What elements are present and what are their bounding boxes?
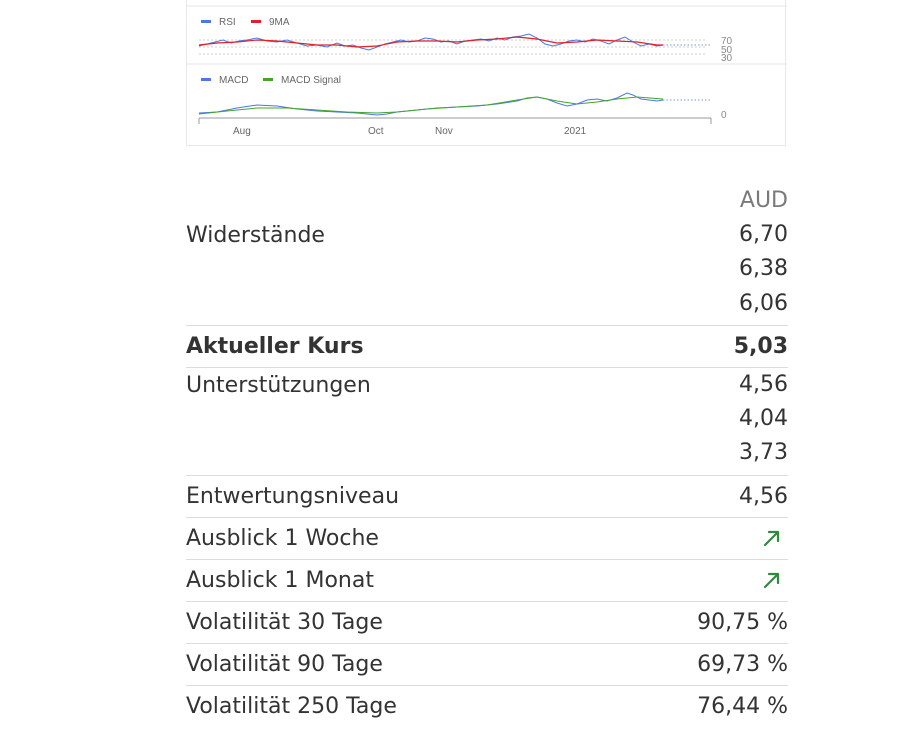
rsi-tick-50: 50 [721,45,733,56]
volatility-value: 69,73 % [697,651,788,677]
ma-line [198,36,663,48]
indicator-chart: RSI 9MA 70 50 30 MACD MACD Signal 0 Aug … [187,5,787,137]
indicator-chart-panel: RSI 9MA 70 50 30 MACD MACD Signal 0 Aug … [186,0,787,146]
x-tick-label: Nov [435,126,453,137]
volatility-250-row: Volatilität 250 Tage 76,44 % [186,686,788,727]
macd-signal-legend-label: MACD Signal [281,75,341,86]
rsi-legend-swatch [201,20,211,23]
resistance-value: 6,38 [739,256,788,282]
row-label: Volatilität 250 Tage [186,693,397,719]
macd-legend-label: MACD [219,75,248,86]
row-label: Entwertungsniveau [186,483,400,509]
arrow-up-right-icon [762,528,782,548]
rsi-legend-label: RSI [219,17,236,28]
macd-signal-legend-swatch [263,78,273,81]
support-value: 4,56 [739,371,788,397]
invalidation-row: Entwertungsniveau 4,56 [186,476,788,518]
technical-levels-table: AUD Widerstände 6,70 6,38 6,06 Aktueller… [186,184,788,727]
invalidation-value: 4,56 [739,483,788,509]
row-label: Widerstände [186,223,325,248]
x-tick-label: 2021 [564,126,587,137]
volatility-value: 90,75 % [697,609,788,635]
arrow-up-right-icon [762,570,782,590]
row-label: Ausblick 1 Woche [186,525,379,551]
volatility-90-row: Volatilität 90 Tage 69,73 % [186,644,788,686]
macd-zero-tick: 0 [721,110,727,121]
row-label: Volatilität 90 Tage [186,651,383,677]
row-label: Aktueller Kurs [186,333,364,359]
rsi-line [198,33,664,51]
current-price-row: Aktueller Kurs 5,03 [186,326,788,368]
support-value: 4,04 [739,406,788,432]
rsi-tick-30: 30 [721,53,733,64]
macd-legend-swatch [201,78,211,81]
volatility-value: 76,44 % [697,693,788,719]
ma-legend-swatch [251,20,261,23]
currency-label: AUD [739,188,788,213]
ma-legend-label: 9MA [269,17,290,28]
row-label: Volatilität 30 Tage [186,609,383,635]
row-label: Ausblick 1 Monat [186,567,374,593]
x-tick-label: Oct [368,126,384,137]
resistance-value: 6,70 [739,222,788,247]
support-value: 3,73 [739,440,788,466]
row-label: Unterstützungen [186,372,371,398]
rsi-tick-70: 70 [721,36,733,47]
macd-signal-line [198,96,664,115]
volatility-30-row: Volatilität 30 Tage 90,75 % [186,602,788,644]
supports-row: Unterstützungen 4,56 4,04 3,73 [186,368,788,476]
outlook-month-row: Ausblick 1 Monat [186,560,788,602]
outlook-week-row: Ausblick 1 Woche [186,518,788,560]
macd-line [198,92,664,116]
resistance-value: 6,06 [739,290,788,316]
resistances-row: Widerstände 6,70 6,38 6,06 [186,218,788,326]
x-tick-label: Aug [233,126,251,137]
current-price-value: 5,03 [733,333,788,359]
